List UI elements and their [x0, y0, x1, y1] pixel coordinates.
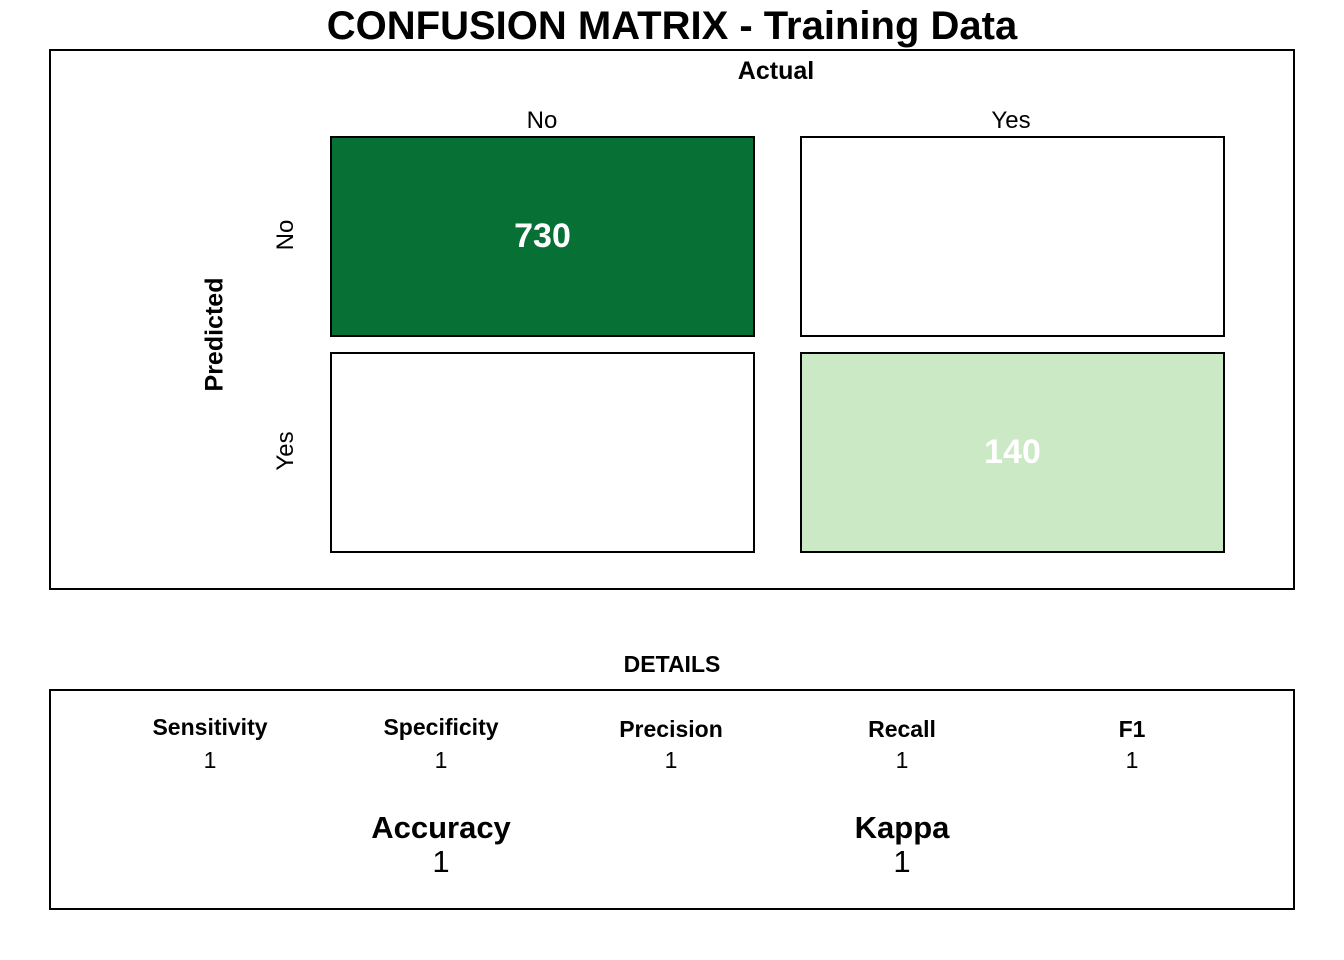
accuracy-label: Accuracy	[371, 810, 511, 845]
predicted-yes-label: Yes	[272, 431, 299, 471]
precision-label: Precision	[619, 716, 723, 742]
kappa-value: 1	[893, 844, 911, 879]
details-panel	[49, 689, 1295, 910]
actual-axis-label: Actual	[737, 57, 815, 85]
matrix-cell-value: 140	[984, 433, 1041, 471]
predicted-no-label: No	[272, 219, 299, 251]
actual-yes-label: Yes	[991, 107, 1031, 134]
chart-title: CONFUSION MATRIX - Training Data	[326, 4, 1018, 48]
f1-value: 1	[1125, 747, 1139, 773]
matrix-cell-pred-no-actual-yes	[800, 136, 1225, 337]
matrix-cell-value: 730	[514, 217, 571, 255]
predicted-axis-label: Predicted	[200, 277, 229, 392]
matrix-cell-pred-yes-actual-no	[330, 352, 755, 553]
f1-label: F1	[1118, 716, 1146, 742]
matrix-cell-pred-yes-actual-yes: 140	[800, 352, 1225, 553]
recall-value: 1	[895, 747, 909, 773]
specificity-label: Specificity	[383, 714, 499, 740]
kappa-label: Kappa	[854, 810, 950, 845]
actual-no-label: No	[526, 107, 558, 134]
precision-value: 1	[664, 747, 678, 773]
recall-label: Recall	[868, 716, 936, 742]
matrix-cell-pred-no-actual-no: 730	[330, 136, 755, 337]
specificity-value: 1	[434, 747, 448, 773]
sensitivity-label: Sensitivity	[152, 714, 268, 740]
accuracy-value: 1	[432, 844, 450, 879]
details-title: DETAILS	[623, 651, 721, 677]
sensitivity-value: 1	[203, 747, 217, 773]
